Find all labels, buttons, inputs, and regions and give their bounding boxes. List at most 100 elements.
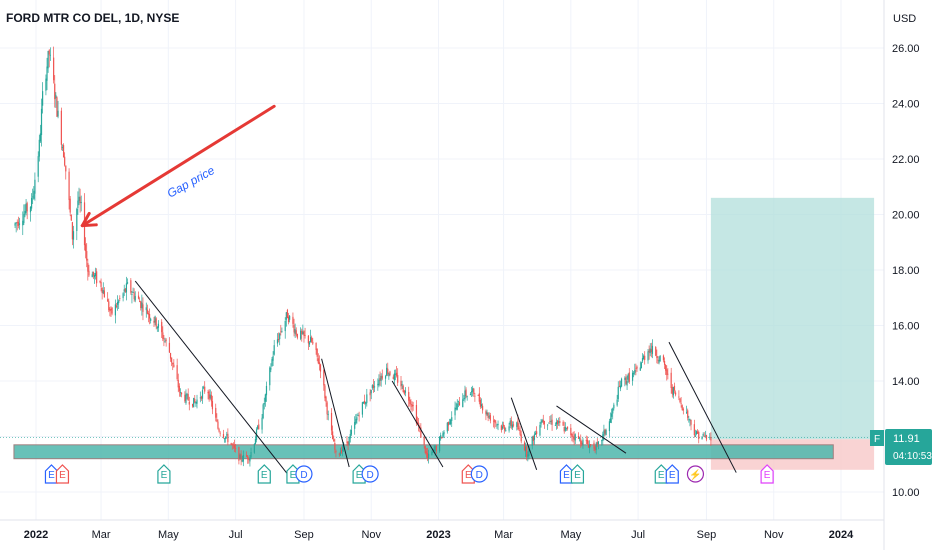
candle-body: [500, 425, 502, 431]
candle-body: [665, 364, 667, 371]
gap-arrow-shaft: [80, 104, 276, 228]
gap-arrow-head: [80, 223, 98, 228]
y-tick-label: 10.00: [892, 487, 920, 499]
candle-body: [426, 453, 429, 459]
candle-body: [525, 446, 527, 452]
candle-body: [86, 251, 88, 261]
candle-body: [608, 421, 611, 431]
candle-body: [108, 301, 110, 311]
candle-body: [651, 345, 654, 354]
trend-line: [668, 341, 737, 473]
candle-body: [392, 376, 394, 380]
last-price: 11.91: [893, 433, 920, 445]
candle-body: [230, 443, 232, 445]
bar-countdown: 04:10:53: [893, 451, 932, 462]
zones-layer: [0, 197, 884, 470]
candle-body: [485, 411, 487, 415]
candle-body: [590, 444, 592, 445]
candle-body: [145, 307, 147, 311]
candle-body: [541, 420, 543, 423]
candle-body: [508, 426, 510, 431]
candle-body: [203, 387, 205, 389]
candle-body: [565, 427, 568, 429]
candle-body: [526, 446, 528, 457]
candle-body: [216, 419, 218, 422]
candle-body: [42, 91, 44, 106]
candle-body: [234, 448, 237, 449]
candle-body: [593, 442, 595, 449]
candle-body: [705, 434, 708, 440]
candle-body: [292, 316, 294, 324]
candle-body: [23, 213, 25, 224]
support-zone: [13, 444, 834, 460]
candle-body: [38, 139, 40, 157]
candle-body: [355, 418, 357, 424]
candle-body: [456, 403, 458, 410]
candle-body: [434, 446, 436, 452]
candle-body: [125, 283, 128, 293]
candle-body: [377, 383, 379, 386]
candle-body: [666, 369, 668, 376]
candle-body: [80, 202, 82, 204]
candle-body: [155, 318, 157, 327]
y-tick-label: 24.00: [892, 99, 920, 111]
candle-body: [119, 298, 121, 299]
candle-body: [87, 262, 89, 272]
currency-label[interactable]: USD: [893, 13, 916, 25]
candle-body: [702, 434, 704, 436]
candle-body: [447, 421, 450, 426]
gap-arrow-head: [80, 211, 91, 228]
candle-body: [370, 389, 372, 394]
candle-body: [550, 420, 552, 422]
candle-body: [227, 433, 229, 443]
candle-body: [533, 434, 536, 440]
candle-body: [536, 431, 538, 435]
y-tick-label: 14.00: [892, 376, 920, 388]
candle-body: [139, 301, 141, 303]
candle-body: [317, 358, 319, 364]
candle-body: [78, 196, 80, 201]
trend-line: [391, 380, 444, 468]
candle-body: [356, 417, 358, 421]
candle-body: [680, 403, 682, 405]
candle-body: [334, 443, 336, 450]
candle-body: [223, 438, 226, 440]
y-tick-label: 16.00: [892, 321, 920, 333]
candle-body: [690, 419, 692, 425]
candle-body: [596, 442, 598, 445]
candle-body: [99, 281, 101, 282]
event-marker: [570, 464, 585, 484]
candle-body: [88, 270, 90, 276]
candle-body: [188, 401, 190, 405]
candle-body: [335, 450, 337, 453]
candle-body: [605, 430, 607, 435]
candle-body: [588, 444, 591, 449]
candle-body: [30, 197, 33, 209]
candle-body: [697, 431, 699, 434]
event-marker-label: E: [161, 470, 168, 481]
candle-body: [519, 429, 521, 435]
candle-body: [276, 339, 279, 344]
candle-body: [671, 386, 673, 394]
candle-body: [585, 440, 587, 442]
candle-body: [473, 388, 475, 394]
candle-body: [26, 203, 28, 212]
candle-body: [240, 453, 242, 461]
candle-body: [169, 352, 172, 359]
time-axis[interactable]: 2022 Mar May Jul Sep Nov 2023 Mar May Jul Sep Nov 20…: [24, 529, 854, 541]
trend-line: [321, 358, 350, 468]
candle-body: [157, 323, 160, 328]
y-tick-label: 22.00: [892, 154, 920, 166]
candle-body: [373, 386, 376, 388]
event-marker-label: E: [574, 470, 581, 481]
event-marker-label: E: [356, 470, 363, 481]
candle-body: [435, 445, 437, 451]
candle-body: [448, 422, 451, 424]
candle-body: [242, 455, 244, 462]
candle-body: [48, 50, 50, 55]
candle-body: [179, 392, 182, 393]
candle-body: [478, 393, 480, 402]
x-tick-label: Nov: [361, 529, 381, 541]
candle-body: [154, 316, 156, 323]
